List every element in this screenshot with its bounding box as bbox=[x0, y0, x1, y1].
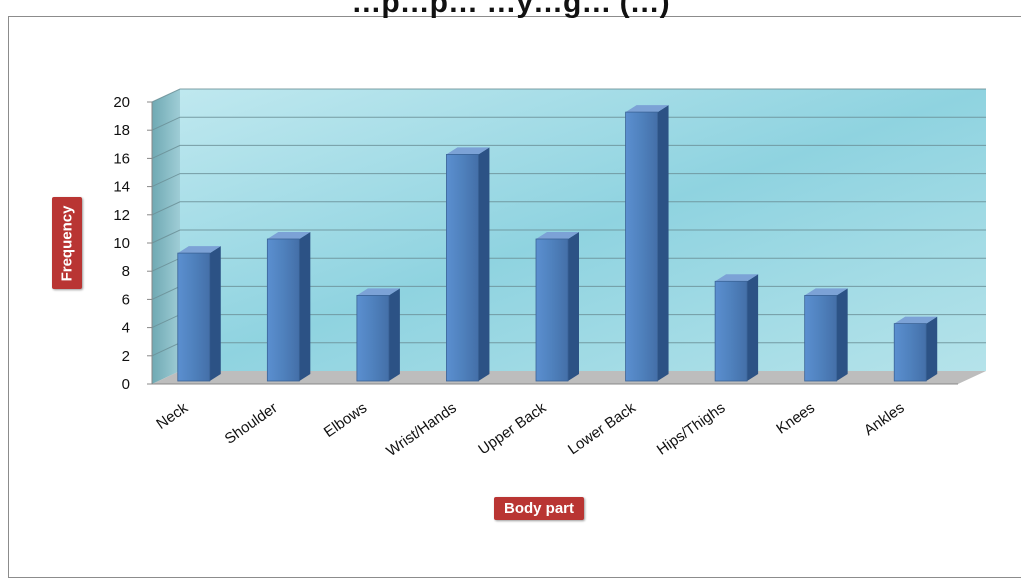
y-tick-label: 14 bbox=[113, 179, 130, 196]
x-tick-label: Shoulder bbox=[222, 399, 281, 447]
y-axis-label-text: Frequency bbox=[58, 205, 76, 281]
bar-hips-thighs bbox=[714, 274, 759, 382]
bar-top bbox=[446, 147, 490, 155]
bar-side bbox=[209, 246, 221, 381]
bars bbox=[177, 105, 938, 382]
y-tick-label: 4 bbox=[122, 320, 130, 337]
gridline bbox=[151, 88, 986, 103]
bar-side bbox=[657, 105, 669, 381]
gridline bbox=[151, 116, 986, 131]
bar-knees bbox=[804, 288, 848, 382]
y-tick-label: 8 bbox=[122, 263, 130, 280]
y-tick-label: 6 bbox=[122, 291, 130, 308]
x-tick-label: Wrist/Hands bbox=[383, 399, 459, 460]
bar-front bbox=[714, 280, 748, 382]
bar-side bbox=[836, 288, 848, 381]
x-tick-label: Lower Back bbox=[565, 399, 639, 458]
x-axis-ticks: Neck Shoulder Elbows Wrist/Hands Upper Back L… bbox=[153, 399, 907, 460]
bar-front bbox=[625, 111, 658, 382]
x-tick-label: Hips/Thighs bbox=[654, 399, 729, 458]
bar-top bbox=[804, 288, 848, 296]
bar-shoulder bbox=[266, 232, 311, 382]
gridline bbox=[151, 144, 986, 159]
bar-front bbox=[804, 294, 838, 382]
bar-wrist-hands bbox=[446, 147, 490, 382]
bar-top bbox=[536, 232, 579, 239]
bar-top bbox=[267, 232, 311, 239]
x-tick-label: Neck bbox=[153, 399, 191, 433]
y-tick-label: 20 bbox=[113, 94, 130, 111]
bar-front bbox=[356, 294, 390, 382]
y-axis-label: Frequency bbox=[52, 197, 82, 289]
x-axis-label: Body part bbox=[494, 497, 585, 520]
y-tick-label: 18 bbox=[113, 122, 130, 139]
bar-chart: 0 2 4 6 8 10 12 14 16 18 20 Neck Shoulder Elbows Wris… bbox=[113, 88, 986, 460]
bar-upper-back bbox=[535, 232, 579, 382]
bar-side bbox=[568, 232, 579, 381]
y-tick-label: 10 bbox=[113, 235, 130, 252]
gridline bbox=[151, 229, 986, 244]
bar-elbows bbox=[356, 288, 400, 382]
bar-top bbox=[715, 274, 759, 282]
bar-top bbox=[177, 246, 221, 254]
x-tick-label: Knees bbox=[773, 399, 818, 437]
bar-side bbox=[926, 316, 938, 381]
chart-title: …p…p… …y…g… (…) bbox=[351, 0, 670, 19]
y-tick-label: 2 bbox=[122, 348, 130, 365]
plot-area: 0 2 4 6 8 10 12 14 16 18 20 Neck Shoulder Elbows Wris… bbox=[113, 88, 986, 460]
y-tick-label: 12 bbox=[113, 207, 130, 224]
y-axis-ticks: 0 2 4 6 8 10 12 14 16 18 20 bbox=[113, 94, 152, 393]
y-tick-label: 16 bbox=[113, 150, 130, 167]
x-tick-label: Upper Back bbox=[475, 399, 549, 458]
bar-top bbox=[356, 288, 400, 296]
bar-front bbox=[266, 238, 300, 382]
bar-neck bbox=[177, 246, 221, 382]
bar-ankles bbox=[893, 316, 938, 382]
gridline bbox=[151, 201, 986, 216]
y-tick-label: 0 bbox=[122, 376, 130, 393]
bar-side bbox=[388, 288, 400, 381]
bar-front bbox=[893, 323, 927, 382]
bar-top bbox=[625, 105, 669, 113]
bar-front bbox=[446, 153, 479, 382]
bar-side bbox=[299, 232, 311, 381]
gridline bbox=[151, 173, 986, 188]
bar-front bbox=[177, 252, 211, 382]
x-tick-label: Ankles bbox=[861, 399, 908, 439]
bar-top bbox=[894, 316, 938, 324]
bar-lower-back bbox=[625, 105, 669, 382]
bar-side bbox=[478, 147, 490, 381]
x-tick-label: Elbows bbox=[321, 399, 370, 441]
bar-front bbox=[535, 238, 569, 382]
bar-side bbox=[747, 274, 759, 381]
